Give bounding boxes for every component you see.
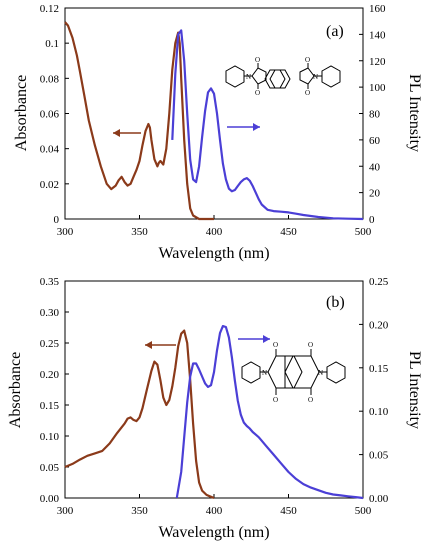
y-right-tick-label: 80	[369, 109, 381, 121]
panel-b: 300 350 400 450 5000.000.050.100.150.200.250…	[7, 276, 423, 541]
y-left-tick-label: 0.05	[40, 462, 60, 474]
y-left-tick-label: 0.02	[40, 179, 59, 191]
molecule-structure-a	[225, 63, 341, 89]
svg-text:O: O	[308, 396, 313, 404]
absorbance-series-line	[64, 329, 215, 500]
y-right-axis-label: PL Intensity	[406, 74, 423, 152]
y-left-tick-label: 0.04	[40, 144, 60, 156]
y-left-tick-label: 0.1	[45, 38, 59, 50]
svg-text:N: N	[318, 369, 323, 377]
y-left-tick-label: 0.10	[40, 431, 60, 443]
x-tick-label: 350	[131, 505, 148, 517]
y-left-tick-label: 0.06	[40, 109, 60, 121]
x-tick-label: 300	[57, 505, 74, 517]
y-left-tick-label: 0.12	[40, 3, 59, 15]
y-left-tick-label: 0.25	[40, 338, 60, 350]
x-tick-label: 450	[280, 226, 297, 238]
pl-series-line	[171, 29, 364, 221]
plot-frame	[64, 280, 364, 499]
svg-text:O: O	[255, 89, 260, 97]
y-right-tick-label: 40	[369, 161, 381, 173]
svg-text:O: O	[305, 89, 310, 97]
molecule-structure-b	[241, 349, 346, 395]
y-right-tick-label: 0.00	[369, 493, 389, 505]
panel-a: 300 350 400 450 50000.020.040.060.080.10.120…	[13, 3, 423, 262]
panel-label: (a)	[326, 23, 344, 40]
y-left-tick-label: 0.30	[40, 307, 60, 319]
absorbance-axis-arrow-head	[113, 129, 120, 137]
svg-text:N: N	[246, 73, 251, 81]
absorbance-series-line	[64, 21, 214, 221]
y-right-tick-label: 0	[369, 214, 375, 226]
y-right-tick-label: 0.05	[369, 450, 389, 462]
y-right-tick-label: 160	[369, 3, 386, 15]
y-right-tick-label: 0.25	[369, 276, 389, 288]
y-left-tick-label: 0.15	[40, 400, 60, 412]
y-right-tick-label: 120	[369, 56, 386, 68]
y-right-tick-label: 20	[369, 188, 381, 200]
y-right-tick-label: 0.10	[369, 406, 389, 418]
y-left-tick-label: 0.00	[40, 493, 60, 505]
molecule-atom-labels-a: O O O O N N	[246, 56, 318, 97]
panel-label: (b)	[326, 294, 345, 311]
x-tick-label: 450	[280, 505, 297, 517]
y-left-tick-label: 0.08	[40, 73, 60, 85]
svg-text:O: O	[308, 341, 313, 349]
y-right-axis-label: PL Intensity	[406, 351, 423, 429]
x-axis-label: Wavelength (nm)	[158, 524, 269, 541]
x-tick-label: 400	[206, 226, 223, 238]
svg-text:O: O	[305, 56, 310, 64]
svg-text:O: O	[273, 341, 278, 349]
y-left-tick-label: 0.20	[40, 369, 60, 381]
x-tick-label: 500	[355, 505, 372, 517]
pl-series-line	[175, 325, 364, 500]
y-left-axis-label: Absorbance	[7, 352, 24, 428]
y-left-tick-label: 0.35	[40, 276, 60, 288]
y-right-tick-label: 0.20	[369, 319, 389, 331]
y-left-axis-label: Absorbance	[13, 75, 30, 151]
svg-text:O: O	[273, 396, 278, 404]
pl-axis-arrow-head	[263, 335, 270, 343]
x-axis-label: Wavelength (nm)	[158, 245, 269, 262]
x-tick-label: 400	[206, 505, 223, 517]
x-tick-label: 300	[57, 226, 74, 238]
y-right-tick-label: 60	[369, 135, 381, 147]
absorbance-axis-arrow-head	[145, 341, 152, 349]
y-left-tick-label: 0	[54, 214, 60, 226]
x-tick-label: 500	[355, 226, 372, 238]
y-right-tick-label: 0.15	[369, 363, 389, 375]
molecule-atom-labels-b: O O O O N N	[262, 341, 323, 404]
y-right-tick-label: 140	[369, 29, 386, 41]
svg-text:N: N	[262, 369, 267, 377]
y-right-tick-label: 100	[369, 82, 386, 94]
pl-axis-arrow-head	[253, 123, 260, 131]
svg-text:O: O	[255, 56, 260, 64]
svg-text:N: N	[313, 73, 318, 81]
x-tick-label: 350	[131, 226, 148, 238]
